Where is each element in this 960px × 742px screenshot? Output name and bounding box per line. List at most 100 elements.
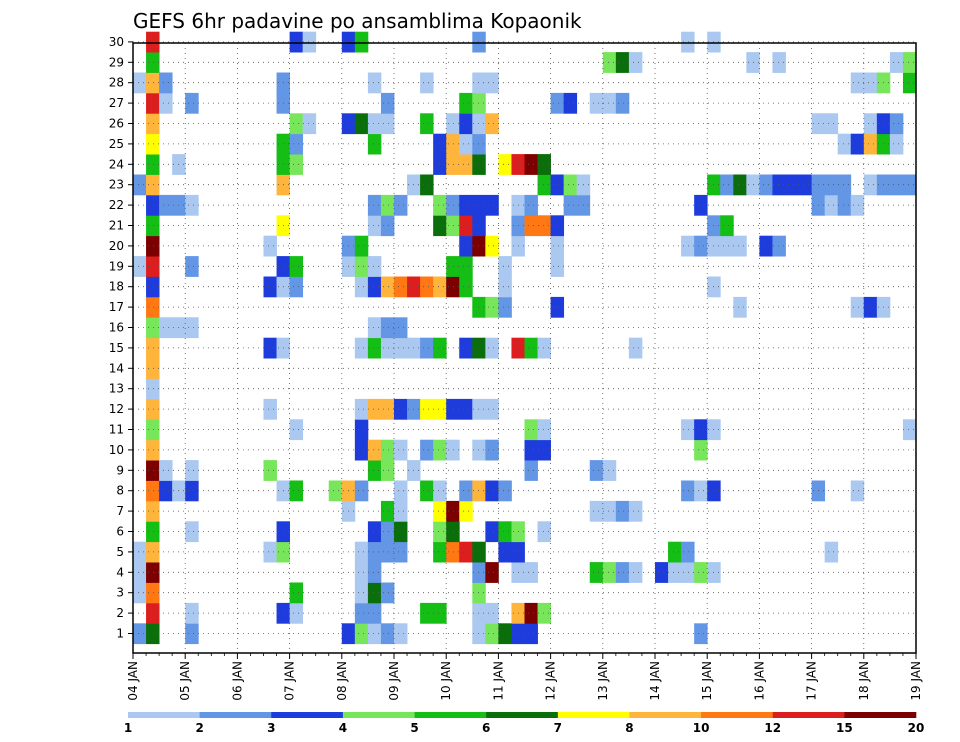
heatmap-cell-m27-t2	[159, 92, 173, 114]
heatmap-cell-m18-t12	[289, 276, 304, 298]
heatmap-cell-m12-t23	[433, 398, 447, 420]
x-tick-label: 11 JAN	[491, 661, 505, 701]
heatmap-cell-m26-t1	[146, 113, 160, 135]
heatmap-cell-m25-t24	[446, 133, 460, 155]
heatmap-cell-m24-t23	[433, 154, 447, 175]
heatmap-cell-m26-t19	[380, 113, 395, 135]
heatmap-cell-m9-t30	[524, 460, 538, 481]
heatmap-cell-m12-t18	[367, 398, 382, 420]
heatmap-cell-m1-t27	[485, 623, 499, 645]
heatmap-cell-m24-t31	[537, 154, 551, 175]
y-tick-label: 23	[109, 178, 124, 192]
heatmap-cell-m21-t32	[550, 215, 565, 237]
heatmap-cell-m26-t25	[459, 113, 473, 135]
y-tick-label: 25	[109, 137, 124, 151]
heatmap-cell-m5-t28	[498, 541, 512, 563]
heatmap-cell-m25-t23	[433, 133, 447, 155]
heatmap-cell-m28-t59	[902, 72, 917, 94]
heatmap-cell-m22-t20	[394, 194, 408, 216]
heatmap-cell-m4-t0	[133, 562, 147, 583]
heatmap-cell-m26-t22	[420, 113, 434, 135]
heatmap-cell-m6-t19	[380, 521, 395, 543]
heatmap-cell-m15-t26	[472, 337, 486, 359]
heatmap-cell-m3-t0	[133, 582, 147, 604]
heatmap-cell-m7-t20	[394, 500, 408, 522]
heatmap-cell-m15-t30	[524, 337, 538, 359]
y-tick-label: 22	[109, 198, 124, 212]
heatmap-cell-m27-t33	[563, 92, 578, 114]
heatmap-cell-m17-t32	[550, 296, 565, 318]
heatmap-cell-m26-t27	[485, 113, 499, 135]
heatmap-cell-m16-t19	[380, 317, 395, 339]
y-tick-label: 19	[109, 259, 124, 273]
heatmap-cell-m22-t33	[563, 194, 578, 216]
heatmap-cell-m18-t1	[146, 276, 160, 298]
y-tick-label: 17	[109, 300, 124, 314]
heatmap-cell-m10-t43	[694, 439, 708, 461]
heatmap-cell-m22-t2	[159, 194, 173, 216]
heatmap-cell-m6-t27	[485, 521, 499, 543]
heatmap-cell-m15-t25	[459, 337, 473, 359]
heatmap-cell-m7-t36	[602, 500, 617, 522]
heatmap-cell-m4-t30	[524, 562, 538, 583]
heatmap-cell-m21-t45	[720, 215, 734, 237]
heatmap-cell-m25-t54	[837, 133, 852, 155]
heatmap-cell-m9-t1	[146, 460, 160, 481]
heatmap-cell-m26-t18	[367, 113, 382, 135]
heatmap-cell-m4-t36	[602, 562, 617, 583]
heatmap-cell-m11-t59	[902, 419, 917, 441]
heatmap-cell-m2-t17	[354, 602, 369, 624]
heatmap-cell-m4-t17	[354, 562, 369, 583]
heatmap-cell-m8-t12	[289, 480, 304, 502]
heatmap-cell-m28-t22	[420, 72, 434, 94]
x-tick-label: 14 JAN	[648, 661, 662, 701]
heatmap-cell-m23-t51	[798, 174, 812, 196]
heatmap-cell-m24-t12	[289, 154, 304, 175]
heatmap-cell-m18-t28	[498, 276, 512, 298]
heatmap-cell-m8-t17	[354, 480, 369, 502]
heatmap-cell-m30-t12	[289, 31, 304, 53]
heatmap-cell-m18-t25	[459, 276, 473, 298]
heatmap-cell-m5-t1	[146, 541, 160, 563]
heatmap-cell-m27-t37	[615, 92, 630, 114]
y-tick-label: 28	[109, 76, 124, 90]
heatmap-cell-m21-t1	[146, 215, 160, 237]
heatmap-cell-m4-t1	[146, 562, 160, 583]
heatmap-cell-m15-t19	[380, 337, 395, 359]
heatmap-cell-m5-t26	[472, 541, 486, 563]
heatmap-cell-m22-t18	[367, 194, 382, 216]
heatmap-cell-m15-t23	[433, 337, 447, 359]
heatmap-cell-m27-t19	[380, 92, 395, 114]
heatmap-cell-m20-t1	[146, 235, 160, 257]
heatmap-cell-m26-t24	[446, 113, 460, 135]
heatmap-cell-m25-t12	[289, 133, 304, 155]
x-tick-label: 04 JAN	[126, 661, 140, 701]
heatmap-cell-m14-t1	[146, 358, 160, 379]
heatmap-cell-m5-t20	[394, 541, 408, 563]
heatmap-cell-m28-t55	[850, 72, 865, 94]
heatmap-cell-m25-t25	[459, 133, 473, 155]
heatmap-cell-m2-t27	[485, 602, 499, 624]
heatmap-cell-m24-t30	[524, 154, 538, 175]
heatmap-cell-m19-t0	[133, 256, 147, 277]
heatmap-cell-m9-t2	[159, 460, 173, 481]
legend-swatch	[128, 712, 200, 718]
heatmap-cell-m27-t25	[459, 92, 473, 114]
heatmap-cell-m1-t0	[133, 623, 147, 645]
heatmap-cell-m4-t27	[485, 562, 499, 583]
heatmap-cell-m22-t24	[446, 194, 460, 216]
y-tick-label: 21	[109, 219, 124, 233]
x-tick-label: 06 JAN	[230, 661, 244, 701]
heatmap-cell-m26-t58	[889, 113, 904, 135]
heatmap-cell-m19-t24	[446, 256, 460, 277]
heatmap-cell-m2-t23	[433, 602, 447, 624]
grid-layer	[133, 41, 916, 653]
heatmap-cell-m9-t10	[263, 460, 277, 481]
heatmap-cell-m18-t20	[394, 276, 408, 298]
heatmap-cell-m17-t1	[146, 296, 160, 318]
x-tick-label: 08 JAN	[335, 661, 349, 701]
heatmap-cell-m29-t37	[615, 52, 630, 73]
heatmap-cell-m8-t25	[459, 480, 473, 502]
heatmap-cell-m24-t25	[459, 154, 473, 175]
x-axis: 04 JAN 05 JAN 06 JAN 07 JAN 08 JAN 09 JAN 10 J…	[126, 653, 923, 701]
